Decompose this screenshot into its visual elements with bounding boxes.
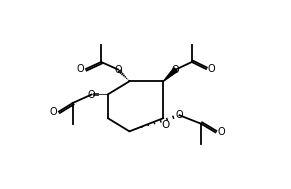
Text: O: O: [217, 127, 225, 137]
Polygon shape: [164, 68, 178, 81]
Text: O: O: [172, 65, 180, 74]
Text: O: O: [77, 64, 84, 74]
Text: O: O: [208, 64, 215, 74]
Text: O: O: [114, 65, 122, 74]
Text: O: O: [49, 107, 57, 116]
Text: O: O: [161, 120, 169, 130]
Text: O: O: [176, 110, 183, 120]
Text: O: O: [88, 90, 95, 99]
